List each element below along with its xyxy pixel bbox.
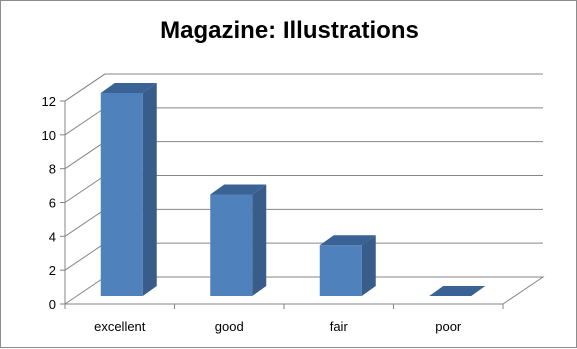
y-tick-label: 12	[42, 94, 56, 109]
bars-layer	[100, 83, 486, 296]
y-tick-label: 2	[49, 263, 56, 278]
floor-outline	[64, 276, 545, 305]
bar-side	[142, 83, 157, 296]
x-category-label: excellent	[94, 319, 146, 334]
bar-top	[100, 83, 157, 93]
bar-front	[100, 93, 143, 296]
x-category-label: poor	[435, 319, 462, 334]
y-tick-label: 4	[49, 229, 56, 244]
bar-top	[210, 184, 267, 195]
x-category-label: good	[215, 319, 244, 334]
chart-title: Magazine: Illustrations	[160, 17, 419, 44]
x-axis-labels: excellent good fair poor	[94, 319, 462, 334]
y-tick-label: 0	[49, 297, 56, 312]
y-tick-label: 10	[42, 128, 56, 143]
bar-front	[319, 245, 362, 296]
bar-side	[252, 184, 267, 296]
bar-top	[319, 235, 376, 246]
x-category-label: fair	[330, 319, 349, 334]
bar	[319, 235, 376, 296]
bar-front	[210, 194, 253, 296]
y-axis-labels: 0 2 4 6 8 10 12	[42, 94, 56, 312]
gridline	[64, 73, 543, 102]
bar-top	[429, 286, 486, 296]
bar-side	[361, 235, 376, 296]
bar	[100, 83, 157, 296]
y-tick-label: 6	[49, 196, 56, 211]
bar	[210, 184, 267, 296]
y-tick-label: 8	[49, 162, 56, 177]
bar	[429, 286, 486, 296]
